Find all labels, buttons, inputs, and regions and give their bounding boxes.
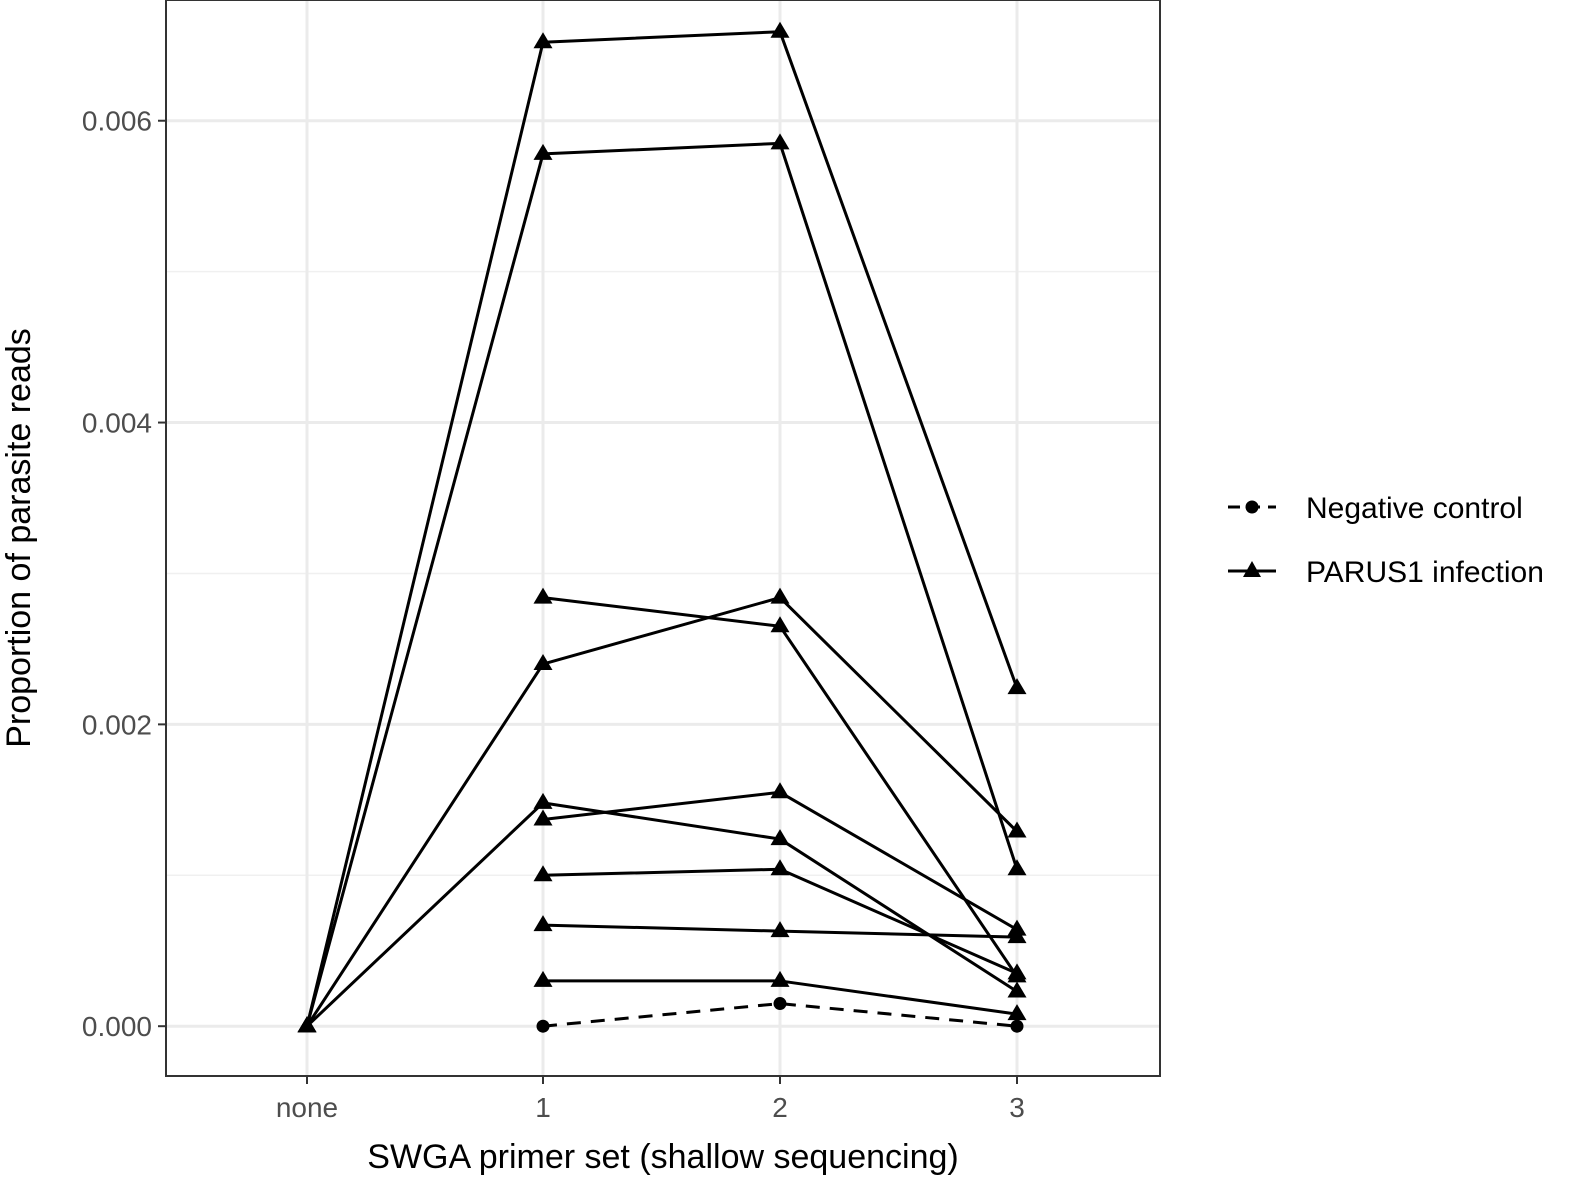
data-point-triangle (770, 616, 790, 633)
legend-label-negative-control: Negative control (1306, 492, 1523, 525)
grid-lines (166, 0, 1160, 1076)
data-point-triangle (533, 32, 553, 49)
data-point-triangle (533, 654, 553, 671)
x-axis-title: SWGA primer set (shallow sequencing) (367, 1138, 958, 1176)
data-point-triangle (1007, 1004, 1027, 1021)
x-axis-ticks: none 1 2 3 (276, 1076, 1025, 1123)
data-point-circle (536, 1019, 550, 1033)
data-point-triangle (533, 792, 553, 809)
y-axis-ticks: 0.000 0.002 0.004 0.006 (82, 106, 166, 1042)
data-point-triangle (533, 143, 553, 160)
data-point-triangle (1007, 963, 1027, 980)
y-axis-title: Proportion of parasite reads (0, 328, 38, 748)
data-point-triangle (533, 587, 553, 604)
y-tick-label: 0.000 (82, 1011, 152, 1042)
legend-item-parus1-infection: PARUS1 infection (1228, 556, 1544, 589)
x-tick-label: 3 (1009, 1092, 1025, 1123)
legend-item-negative-control: Negative control (1228, 492, 1523, 525)
data-point-triangle (770, 21, 790, 38)
series-line-negative-control (542, 1002, 1018, 1028)
data-point-triangle (533, 970, 553, 987)
data-point-triangle (1007, 821, 1027, 838)
data-point-triangle (770, 133, 790, 150)
data-point-triangle (533, 915, 553, 932)
data-point-triangle (297, 1016, 317, 1033)
legend-triangle-marker (1243, 561, 1261, 577)
x-tick-label: 1 (535, 1092, 551, 1123)
series-lines (305, 30, 1019, 1028)
data-point-triangle (770, 921, 790, 938)
plot-panel-border (165, 0, 1161, 1077)
data-point-triangle (533, 865, 553, 882)
data-point-triangle (1007, 981, 1027, 998)
data-point-circle (1010, 1019, 1024, 1033)
legend-circle-marker (1245, 500, 1259, 514)
legend-label-parus1-infection: PARUS1 infection (1306, 556, 1544, 589)
data-point-triangle (770, 829, 790, 846)
series-line-parus1 (305, 801, 1018, 1028)
series-line-parus1 (305, 596, 1019, 1028)
data-point-circle (773, 997, 787, 1011)
data-point-triangle (1007, 678, 1027, 695)
data-point-triangle (770, 587, 790, 604)
y-tick-label: 0.002 (82, 709, 152, 740)
data-point-triangle (770, 859, 790, 876)
data-point-triangle (533, 809, 553, 826)
data-point-triangle (1007, 859, 1027, 876)
x-tick-label: 2 (772, 1092, 788, 1123)
legend: Negative control PARUS1 infection (1228, 492, 1544, 589)
series-markers (297, 21, 1027, 1033)
series-line-parus1 (305, 141, 1019, 1027)
data-point-triangle (770, 782, 790, 799)
data-point-triangle (1007, 927, 1027, 944)
y-tick-label: 0.006 (82, 106, 152, 137)
series-line-parus1 (305, 30, 1019, 1027)
data-point-triangle (770, 970, 790, 987)
x-tick-label: none (276, 1092, 338, 1123)
y-tick-label: 0.004 (82, 408, 152, 439)
